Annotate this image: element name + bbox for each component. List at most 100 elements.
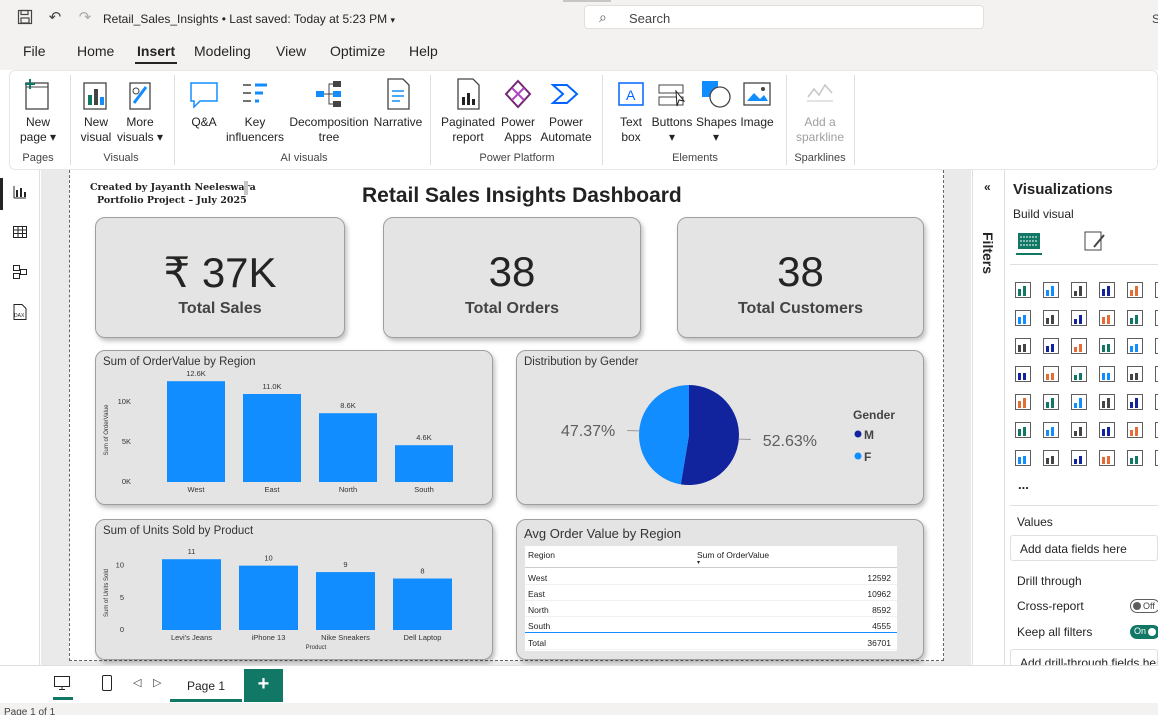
text-box-button[interactable]: A Text box (612, 77, 650, 145)
redo-icon[interactable]: ↷ (78, 9, 92, 26)
menu-help[interactable]: Help (409, 43, 438, 59)
menu-insert[interactable]: Insert (135, 43, 178, 64)
toggle-knob (1133, 602, 1141, 610)
build-visual-tab-icon[interactable] (1016, 229, 1042, 255)
visual-type-icon[interactable] (1042, 281, 1062, 301)
image-button[interactable]: Image (736, 77, 778, 130)
visual-type-icon[interactable] (1070, 281, 1090, 301)
search-box[interactable]: ⌕ Search (584, 5, 984, 29)
visual-type-icon[interactable] (1126, 449, 1146, 469)
visual-type-icon[interactable] (1126, 421, 1146, 441)
buttons-button[interactable]: Buttons ▾ (650, 77, 694, 145)
visual-type-icon[interactable] (1014, 393, 1034, 413)
visual-type-icon[interactable] (1042, 421, 1062, 441)
user-initial[interactable]: S (1152, 12, 1158, 26)
visual-type-icon[interactable] (1154, 393, 1158, 413)
visual-type-icon[interactable] (1126, 309, 1146, 329)
new-page-button[interactable]: New page ▾ (18, 77, 58, 145)
visual-type-icon[interactable] (1126, 337, 1146, 357)
visual-type-icon[interactable] (1126, 393, 1146, 413)
new-visual-button[interactable]: New visual (78, 77, 114, 145)
visual-type-icon[interactable] (1014, 281, 1034, 301)
menu-home[interactable]: Home (77, 43, 115, 59)
filters-label[interactable]: Filters (980, 232, 996, 275)
power-apps-button[interactable]: Power Apps (498, 77, 538, 145)
visual-type-icon[interactable] (1154, 449, 1158, 469)
desktop-layout-icon[interactable] (53, 674, 71, 695)
visual-type-icon[interactable] (1098, 421, 1118, 441)
visual-type-icon[interactable] (1014, 337, 1034, 357)
values-drop-field[interactable]: Add data fields here (1010, 535, 1158, 561)
menu-modeling[interactable]: Modeling (194, 43, 251, 59)
visual-type-icon[interactable] (1042, 365, 1062, 385)
visual-type-icon[interactable] (1042, 309, 1062, 329)
visual-type-icon[interactable] (1098, 365, 1118, 385)
report-view-icon[interactable] (6, 178, 34, 206)
visual-type-icon[interactable] (1070, 365, 1090, 385)
kpi-card-total-sales[interactable]: ₹ 37K Total Sales (95, 217, 345, 338)
visual-type-icon[interactable] (1098, 449, 1118, 469)
narrative-button[interactable]: Narrative (372, 77, 424, 130)
add-sparkline-button[interactable]: Add a sparkline (792, 77, 848, 145)
dax-query-view-icon[interactable]: DAX (6, 298, 34, 326)
undo-icon[interactable]: ↶ (48, 9, 62, 26)
visual-type-icon[interactable] (1070, 337, 1090, 357)
region-bar-chart-card[interactable]: Sum of OrderValue by Region 0K 5K 10K Sum o… (95, 350, 493, 505)
keep-filters-toggle[interactable]: On (1130, 625, 1158, 639)
units-bar-chart-card[interactable]: Sum of Units Sold by Product 0 5 10 Sum of … (95, 519, 493, 660)
page-tab-1[interactable]: Page 1 (170, 669, 242, 702)
visual-type-icon[interactable] (1014, 449, 1034, 469)
power-apps-label-2: Apps (504, 130, 532, 144)
model-view-icon[interactable] (6, 258, 34, 286)
menu-optimize[interactable]: Optimize (330, 43, 386, 59)
menu-view[interactable]: View (276, 43, 307, 59)
save-icon[interactable] (16, 9, 34, 27)
shapes-button[interactable]: Shapes ▾ (696, 77, 737, 145)
visual-type-icon[interactable] (1098, 337, 1118, 357)
visual-type-icon[interactable] (1070, 449, 1090, 469)
visual-type-icon[interactable] (1126, 365, 1146, 385)
kpi-card-total-orders[interactable]: 38 Total Orders (383, 217, 641, 338)
document-title[interactable]: Retail_Sales_Insights • Last saved: Toda… (103, 12, 395, 26)
table-header-value[interactable]: Sum of OrderValue (697, 550, 770, 560)
visual-type-icon[interactable] (1154, 281, 1158, 301)
key-influencers-button[interactable]: Key influencers (224, 77, 286, 145)
visual-type-icon[interactable] (1154, 421, 1158, 441)
visual-type-icon[interactable] (1070, 309, 1090, 329)
cross-report-toggle[interactable]: Off (1130, 599, 1158, 613)
prev-page-icon[interactable]: ◁ (133, 677, 142, 689)
visual-type-icon[interactable] (1098, 281, 1118, 301)
visual-type-icon[interactable] (1070, 393, 1090, 413)
table-view-icon[interactable] (6, 218, 34, 246)
visual-type-icon[interactable] (1098, 309, 1118, 329)
more-visuals-button[interactable]: More visuals ▾ (116, 77, 164, 145)
filters-pane-collapsed[interactable]: « (972, 170, 1005, 665)
visual-type-icon[interactable] (1014, 309, 1034, 329)
collapse-chevron-icon[interactable]: « (984, 180, 991, 194)
more-visuals-ellipsis[interactable]: ... (1018, 477, 1029, 492)
dashboard-title[interactable]: Retail Sales Insights Dashboard (362, 184, 682, 207)
kpi-card-total-customers[interactable]: 38 Total Customers (677, 217, 924, 338)
add-page-button[interactable]: + (244, 669, 283, 702)
table-header-region[interactable]: Region (528, 550, 555, 560)
visual-type-icon[interactable] (1154, 309, 1158, 329)
visual-type-icon[interactable] (1014, 421, 1034, 441)
visual-type-icon[interactable] (1070, 421, 1090, 441)
decomposition-tree-button[interactable]: Decomposition tree (288, 77, 370, 145)
visual-type-icon[interactable] (1042, 393, 1062, 413)
visual-type-icon[interactable] (1126, 281, 1146, 301)
format-visual-tab-icon[interactable] (1082, 229, 1108, 255)
paginated-report-button[interactable]: Paginated report (440, 77, 496, 145)
power-automate-button[interactable]: Power Automate (538, 77, 594, 145)
qa-button[interactable]: Q&A (184, 77, 224, 130)
visual-type-icon[interactable] (1154, 365, 1158, 385)
gender-pie-chart-card[interactable]: Distribution by Gender 52.63% 47.37% Gende… (516, 350, 924, 505)
visual-type-icon[interactable] (1042, 337, 1062, 357)
next-page-icon[interactable]: ▷ (153, 677, 162, 689)
visual-type-icon[interactable] (1154, 337, 1158, 357)
visual-type-icon[interactable] (1014, 365, 1034, 385)
visual-type-icon[interactable] (1098, 393, 1118, 413)
mobile-layout-icon[interactable] (101, 674, 113, 695)
visual-type-icon[interactable] (1042, 449, 1062, 469)
menu-file[interactable]: File (23, 43, 46, 59)
